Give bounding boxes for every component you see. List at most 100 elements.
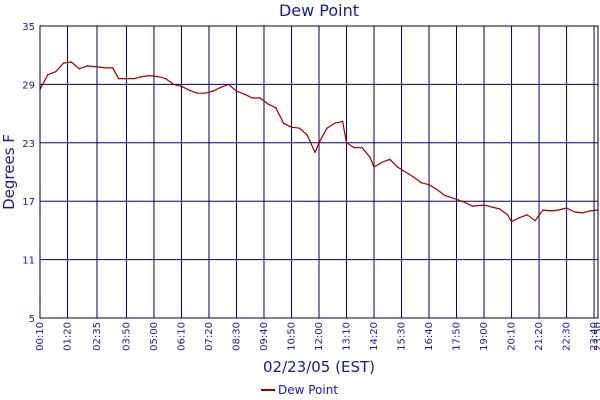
x-tick-label: 00:10 xyxy=(35,322,46,351)
data-point xyxy=(463,201,465,203)
y-tick-label: 17 xyxy=(22,197,35,208)
y-tick-label: 5 xyxy=(29,314,35,325)
data-point xyxy=(55,71,57,73)
data-point xyxy=(173,83,175,85)
data-point xyxy=(471,205,473,207)
y-tick-label: 35 xyxy=(22,22,35,33)
data-point xyxy=(318,142,320,144)
data-point xyxy=(526,214,528,216)
x-tick-label: 08:30 xyxy=(231,322,242,351)
data-point xyxy=(353,147,355,149)
data-point xyxy=(70,61,72,63)
y-axis-label: Degrees F xyxy=(0,134,18,210)
data-point xyxy=(326,127,328,129)
data-point xyxy=(369,156,371,158)
x-tick-label: 01:20 xyxy=(63,322,74,351)
data-point xyxy=(298,127,300,129)
y-tick-label: 29 xyxy=(22,80,35,91)
data-point xyxy=(412,176,414,178)
data-point xyxy=(86,65,88,67)
data-point xyxy=(306,134,308,136)
grid-lines xyxy=(39,25,599,319)
data-point xyxy=(589,210,591,212)
x-tick-label: 23:40 xyxy=(589,322,600,351)
data-point xyxy=(510,221,513,223)
data-point xyxy=(573,211,576,213)
x-tick-label: 21:20 xyxy=(534,322,545,351)
data-point xyxy=(389,158,391,160)
legend: Dew Point xyxy=(261,383,338,397)
data-point xyxy=(566,207,568,209)
x-tick-label: 02:35 xyxy=(92,322,103,351)
legend-label: Dew Point xyxy=(278,383,338,397)
x-tick-label: 10:50 xyxy=(286,322,297,351)
data-point xyxy=(196,92,198,94)
y-tick-label: 23 xyxy=(22,139,35,150)
data-point xyxy=(96,66,98,68)
data-point xyxy=(63,62,65,64)
x-tick-label: 03:50 xyxy=(121,322,132,351)
data-point xyxy=(212,90,214,92)
data-point xyxy=(455,198,458,200)
data-point xyxy=(345,142,348,144)
data-point xyxy=(235,90,238,92)
x-tick-label: 19:00 xyxy=(479,322,490,351)
y-tick-labels: 35 29 23 17 11 5 xyxy=(22,22,35,325)
x-tick-label: 06:10 xyxy=(176,322,187,351)
data-point xyxy=(334,122,336,124)
plot-frame xyxy=(39,25,599,319)
data-point xyxy=(314,151,316,154)
data-point xyxy=(275,107,277,109)
x-tick-label: 17:50 xyxy=(452,322,463,351)
data-point xyxy=(78,68,80,70)
x-axis-label: 02/23/05 (EST) xyxy=(263,358,375,376)
data-point xyxy=(581,212,583,214)
x-tick-label: 07:20 xyxy=(204,322,215,351)
data-point xyxy=(404,171,407,173)
x-tick-label: 22:30 xyxy=(562,322,573,351)
data-point xyxy=(420,182,422,184)
data-point xyxy=(165,78,167,80)
data-point xyxy=(259,97,261,99)
data-point xyxy=(180,85,183,87)
data-point xyxy=(507,214,509,216)
data-point xyxy=(558,209,560,211)
data-point xyxy=(518,217,521,219)
data-point xyxy=(290,126,293,128)
data-point xyxy=(397,166,399,168)
data-point xyxy=(499,208,501,210)
data-point xyxy=(104,67,106,69)
x-tick-label: 13:10 xyxy=(342,322,353,351)
x-tick-labels: 00:10 01:20 02:35 03:50 05:00 06:10 07:20 08:30… xyxy=(35,322,600,351)
data-point xyxy=(483,204,485,206)
x-tick-label: 09:40 xyxy=(259,322,270,351)
data-point xyxy=(188,89,190,91)
data-point xyxy=(342,120,344,122)
x-tick-label: 20:10 xyxy=(507,322,518,351)
data-point xyxy=(534,220,536,222)
x-tick-label: 12:00 xyxy=(314,322,325,351)
series-layer xyxy=(39,61,599,223)
data-point xyxy=(141,76,143,78)
data-point xyxy=(542,209,544,211)
data-point xyxy=(157,76,159,78)
y-tick-label: 11 xyxy=(22,256,35,267)
x-tick-label: 16:40 xyxy=(424,322,435,351)
x-tick-label: 23:50 xyxy=(593,322,600,351)
data-point xyxy=(373,166,375,168)
data-point xyxy=(550,210,552,212)
chart-title: Dew Point xyxy=(279,1,359,20)
data-point xyxy=(118,78,120,80)
data-point xyxy=(491,206,493,208)
data-point xyxy=(112,67,114,69)
data-point xyxy=(436,188,438,191)
data-point xyxy=(149,75,151,77)
x-tick-label: 14:20 xyxy=(369,322,380,351)
data-point xyxy=(125,78,128,80)
data-point xyxy=(381,161,383,163)
data-point xyxy=(228,83,230,85)
data-point xyxy=(251,97,253,99)
data-point xyxy=(444,194,446,196)
